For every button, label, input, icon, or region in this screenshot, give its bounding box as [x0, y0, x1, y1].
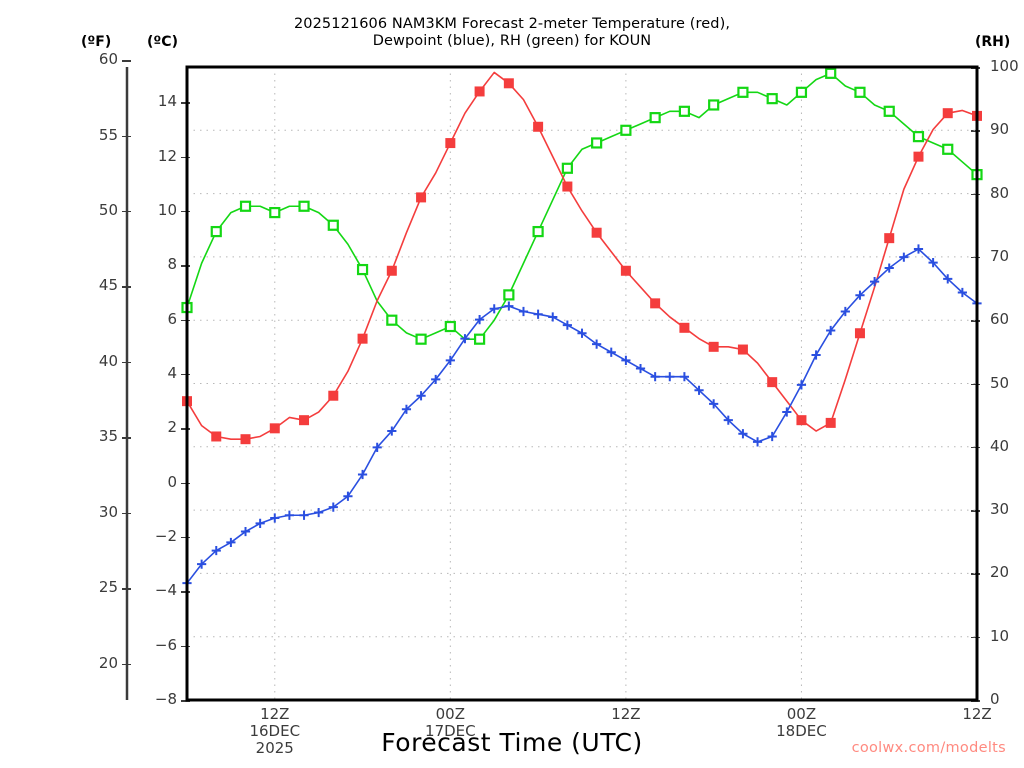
fahrenheit-tick-label: 25 — [98, 578, 118, 597]
chart-title-line-1: 2025121606 NAM3KM Forecast 2-meter Tempe… — [293, 16, 731, 32]
rh-tick-label: 40 — [990, 436, 1010, 455]
celsius-tick-label: −2 — [154, 526, 177, 545]
celsius-tick-label: 4 — [167, 363, 177, 382]
celsius-tick-label: 14 — [157, 92, 177, 111]
rh-tick-label: 50 — [990, 373, 1010, 392]
time-tick-hour: 12Z — [962, 705, 992, 723]
rh-tick-label: 20 — [990, 563, 1010, 582]
time-tick-label: 00Z 18DEC — [741, 706, 861, 740]
gridlines — [187, 67, 977, 700]
chart-title: 2025121606 NAM3KM Forecast 2-meter Tempe… — [0, 16, 1024, 50]
rh-tick-label: 0 — [990, 690, 1000, 708]
celsius-tick-label: −8 — [154, 690, 177, 708]
fahrenheit-tick-label: 35 — [98, 427, 118, 446]
celsius-tick-label: 6 — [167, 309, 177, 328]
rh-series — [181, 67, 983, 345]
fahrenheit-tick-label: 55 — [98, 125, 118, 144]
fahrenheit-tick-label: 30 — [98, 502, 118, 521]
rh-tick-label: 70 — [990, 246, 1010, 265]
fahrenheit-tick-label: 40 — [98, 351, 118, 370]
celsius-tick-label: −4 — [154, 581, 177, 600]
celsius-tick-label: −6 — [154, 635, 177, 654]
fahrenheit-tick-mark — [122, 60, 131, 62]
temperature-series — [182, 71, 982, 445]
rh-tick-label: 90 — [990, 120, 1010, 139]
right-axis-rh-unit: (RH) — [975, 34, 1011, 50]
fahrenheit-tick-label: 45 — [98, 276, 118, 295]
fahrenheit-tick-label: 60 — [98, 50, 118, 69]
time-tick-label: 12Z — [917, 706, 1024, 723]
x-axis-title: Forecast Time (UTC) — [381, 728, 643, 757]
rh-tick-label: 80 — [990, 183, 1010, 202]
chart-title-line-2: Dewpoint (blue), RH (green) for KOUN — [372, 33, 652, 49]
watermark-credit: coolwx.com/modelts — [851, 740, 1006, 756]
celsius-tick-label: 8 — [167, 255, 177, 274]
plot-frame — [185, 65, 979, 702]
rh-tick-label: 30 — [990, 500, 1010, 519]
time-tick-label: 12Z 16DEC 2025 — [215, 706, 335, 757]
time-tick-hour: 12Z — [260, 705, 290, 723]
rh-tick-label: 60 — [990, 310, 1010, 329]
fahrenheit-tick-label: 20 — [98, 653, 118, 672]
rh-tick-label: 100 — [990, 57, 1019, 75]
time-tick-year: 2025 — [255, 739, 294, 757]
time-tick-label: 12Z — [566, 706, 686, 723]
rh-tick-label: 10 — [990, 626, 1010, 645]
dewpoint-series — [182, 244, 982, 588]
time-tick-date: 16DEC — [249, 722, 301, 740]
time-tick-date: 18DEC — [776, 722, 827, 740]
time-tick-hour: 00Z — [786, 705, 817, 723]
time-tick-date: 17DEC — [425, 722, 476, 740]
celsius-tick-label: 12 — [157, 146, 177, 165]
fahrenheit-tick-label: 50 — [98, 200, 118, 219]
celsius-tick-label: 0 — [167, 472, 177, 491]
time-tick-label: 00Z 17DEC — [390, 706, 510, 740]
left-axis-fahrenheit-unit: (ºF) — [81, 34, 112, 50]
left-axis-celsius-unit: (ºC) — [147, 34, 178, 50]
time-tick-hour: 00Z — [435, 705, 466, 723]
time-tick-hour: 12Z — [611, 705, 641, 723]
celsius-tick-label: 10 — [157, 200, 177, 219]
celsius-tick-label: 2 — [167, 418, 177, 437]
